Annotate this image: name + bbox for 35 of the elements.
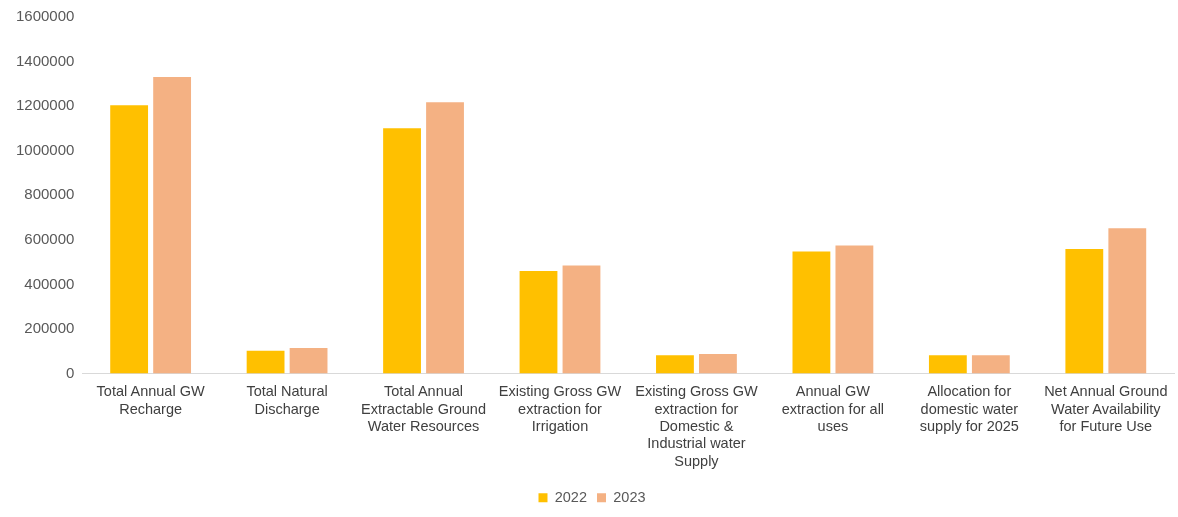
- bar: [1065, 248, 1104, 374]
- bar: [153, 76, 192, 374]
- bar: [562, 265, 601, 374]
- x-tick-label: Allocation for domestic water supply for 2025: [919, 383, 1019, 434]
- x-tick-label: Existing Gross GW extraction for Irrigation: [498, 383, 622, 434]
- y-tick-label: 0: [66, 363, 75, 381]
- y-tick-label: 1600000: [15, 7, 75, 25]
- legend-label: 2022: [554, 488, 588, 505]
- bar: [383, 128, 421, 374]
- x-tick-label: Net Annual Ground Water Availability for Future Use: [1044, 383, 1168, 434]
- y-tick-label: 1400000: [15, 51, 75, 69]
- bar: [426, 102, 464, 374]
- bar: [835, 245, 874, 374]
- bar: [656, 355, 694, 374]
- x-tick-label: Total Annual GW Recharge: [96, 383, 205, 417]
- bar: [1108, 228, 1147, 374]
- bar: [289, 348, 328, 374]
- x-tick-label: Existing Gross GW extraction for Domestic & Industrial water Supply: [635, 383, 758, 469]
- x-tick-label: Total Natural Discharge: [246, 383, 328, 417]
- bar: [246, 350, 285, 374]
- x-tick-label: Total Annual Extractable Ground Water Resources: [361, 383, 486, 434]
- legend-label: 2023: [613, 488, 646, 505]
- y-tick-label: 800000: [24, 185, 75, 203]
- bar: [792, 251, 831, 374]
- bar: [519, 271, 558, 374]
- y-tick-label: 600000: [24, 229, 75, 247]
- bar: [699, 354, 737, 374]
- y-tick-label: 400000: [24, 274, 75, 292]
- bar: [928, 355, 967, 374]
- y-tick-label: 200000: [24, 319, 75, 337]
- y-tick-label: 1200000: [15, 96, 75, 114]
- y-tick-label: 1000000: [15, 140, 75, 158]
- x-tick-label: Annual GW extraction for all uses: [781, 383, 885, 434]
- bar: [110, 105, 149, 374]
- bar: [971, 355, 1010, 374]
